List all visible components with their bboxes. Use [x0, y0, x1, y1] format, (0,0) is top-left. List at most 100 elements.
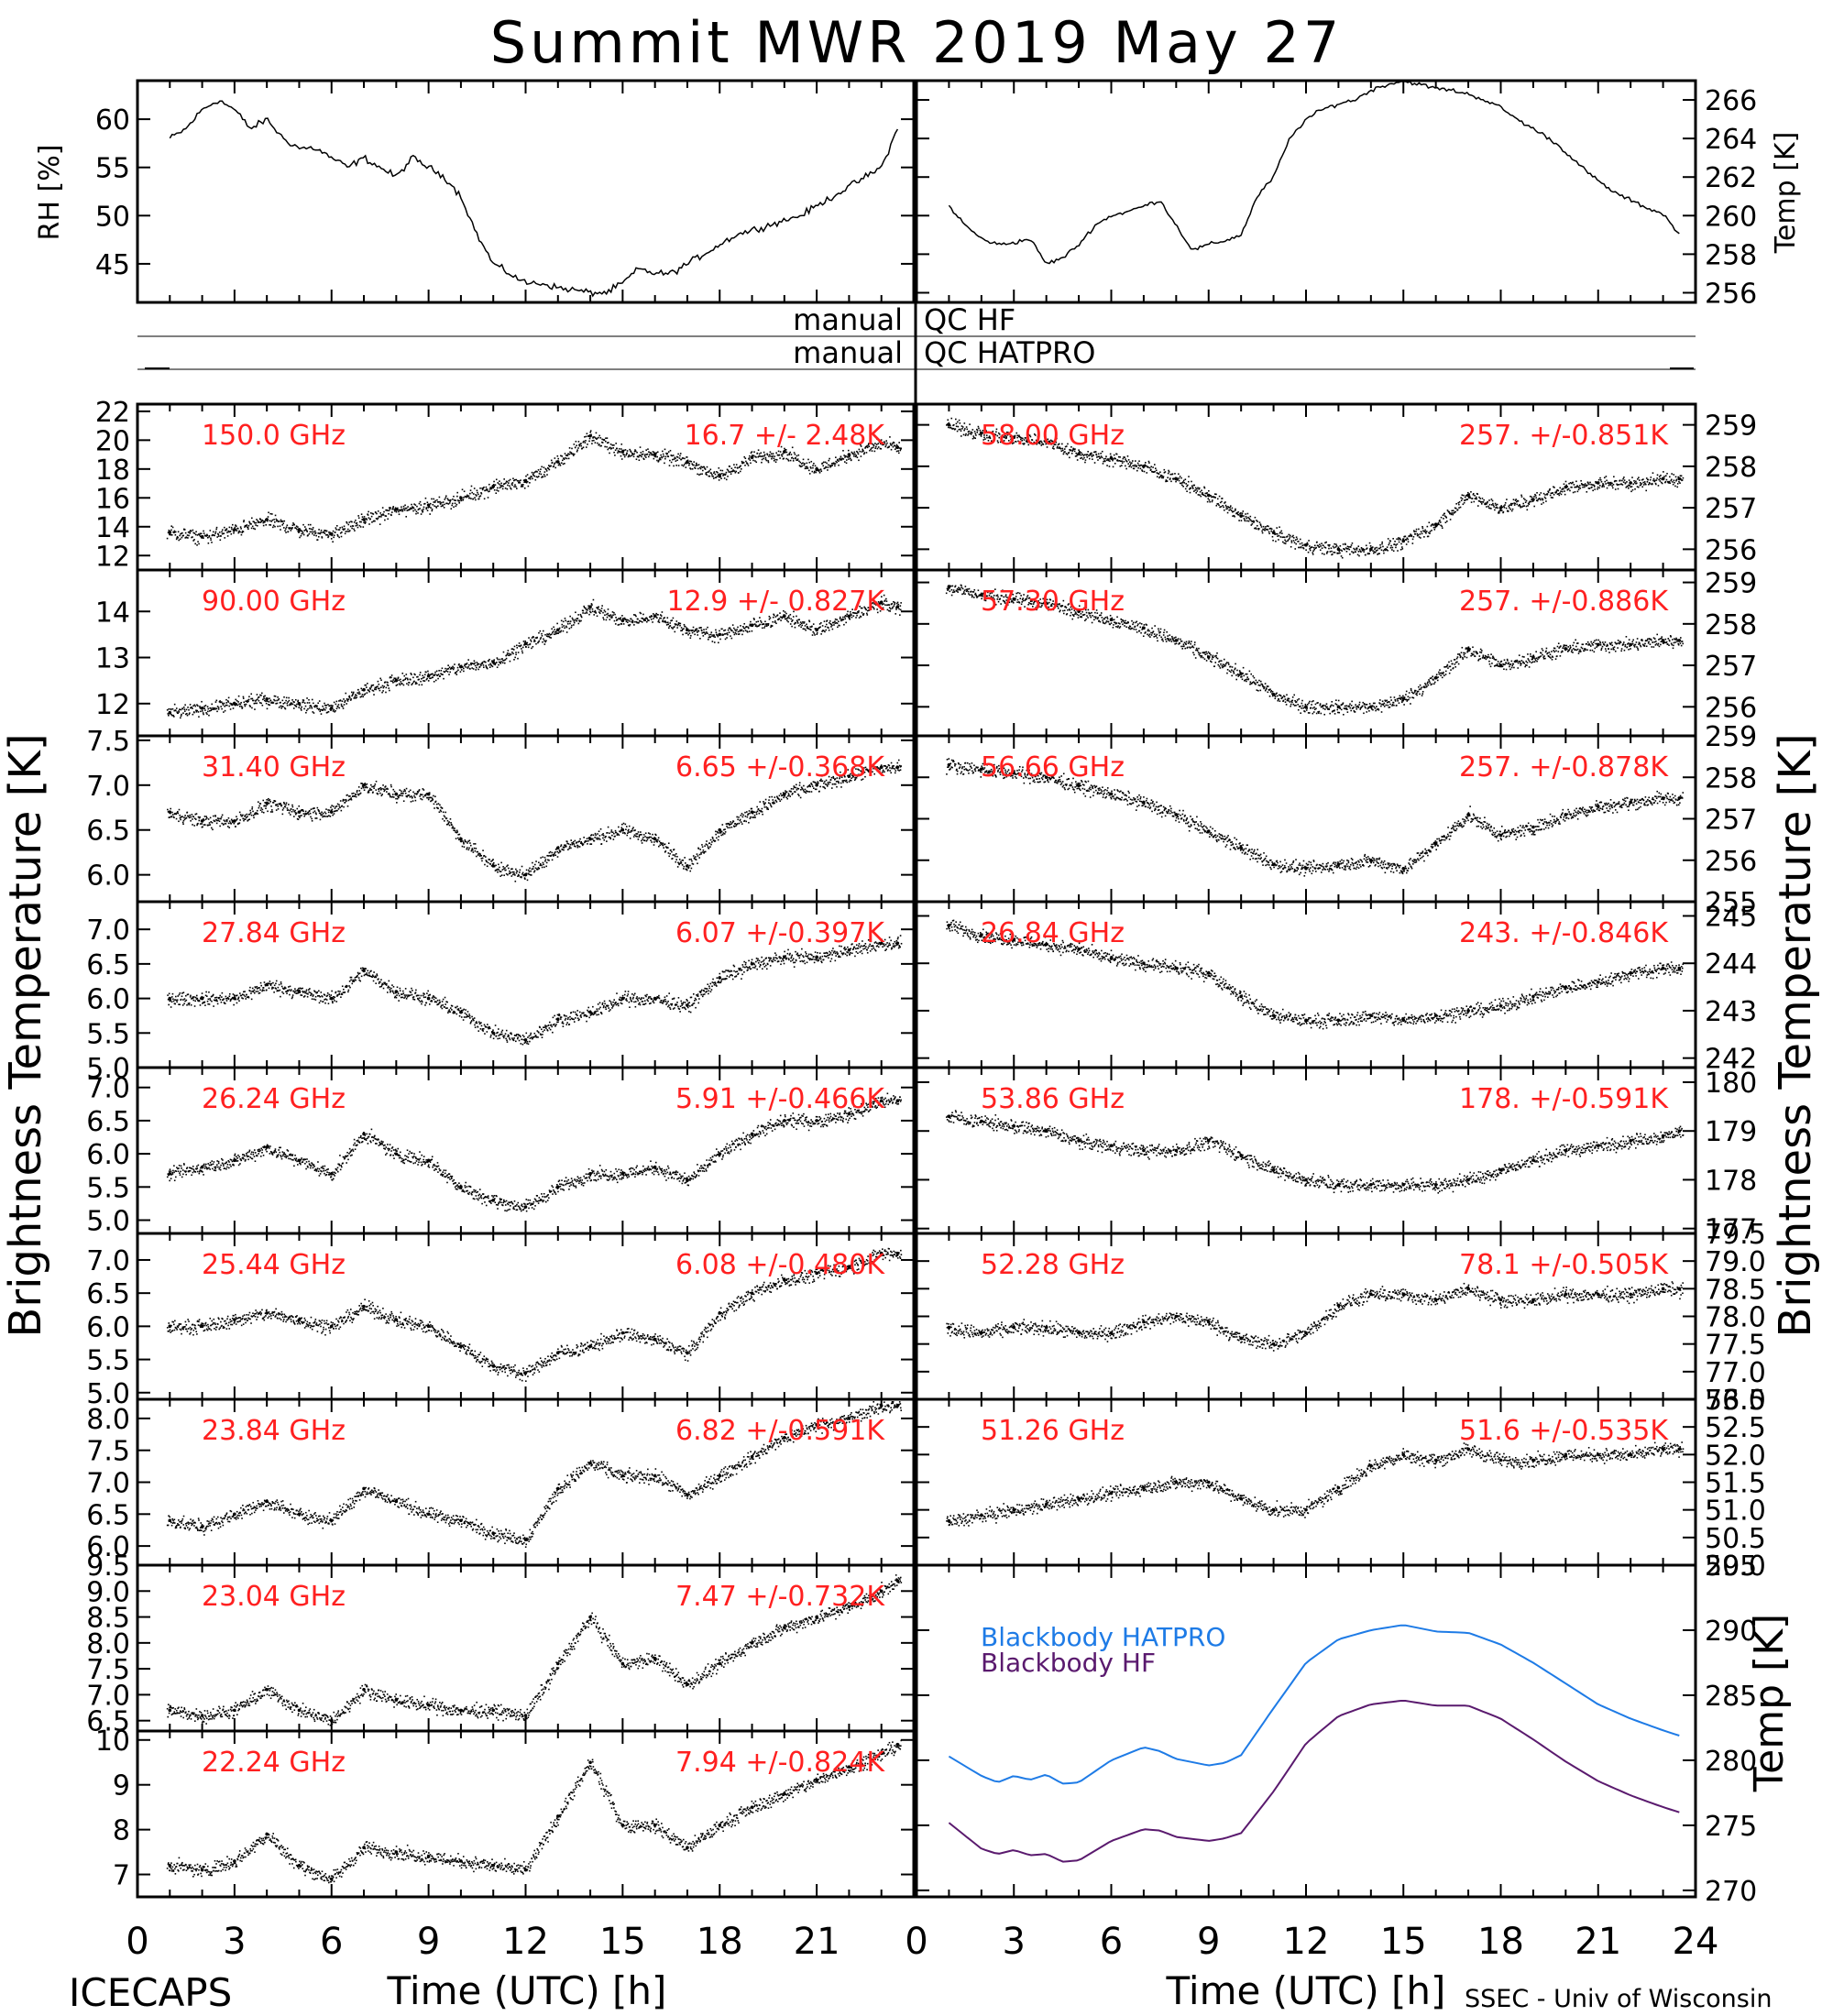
ch5228-value-point — [1271, 1342, 1276, 1346]
ch2544-value-point — [459, 1344, 463, 1348]
ch2624-value-point — [394, 1152, 399, 1156]
ch2624-points — [166, 1092, 902, 1212]
ch5730-value-point — [1498, 663, 1503, 667]
ch90-value-point — [329, 707, 334, 710]
ch2684-value-point — [1677, 966, 1682, 970]
ch2784-value-point — [329, 996, 334, 1001]
ch2784-value-point — [686, 1003, 689, 1007]
ch2784-value-point — [750, 962, 754, 966]
ch2544-value-point — [523, 1371, 528, 1375]
ch2384-stat-label: 6.82 +/-0.591K — [675, 1415, 885, 1447]
ch5228-value-point — [1239, 1336, 1243, 1341]
ch2304-ytick-label: 7.5 — [86, 1654, 130, 1686]
ch2784-value-point — [847, 948, 851, 952]
ch5228-value-point — [1304, 1331, 1308, 1335]
ch2304-value-point — [879, 1589, 884, 1594]
ch2784-ytick-label: 7.0 — [86, 915, 130, 947]
blackbody-ytick-label: 295 — [1705, 1550, 1757, 1583]
ch2384-ytick-label: 7.0 — [86, 1468, 130, 1500]
ch2624-yticks — [137, 1086, 914, 1222]
ch2684-value-point — [1661, 966, 1665, 970]
ch5386-value-point — [1142, 1148, 1146, 1153]
ch2384-value-point — [297, 1512, 302, 1517]
blackbody-ytick-label: 270 — [1705, 1876, 1757, 1908]
ch2224-value-point — [491, 1863, 496, 1868]
qc-hatpro-label-left: manual — [793, 335, 903, 370]
ch2224-value-point — [297, 1863, 302, 1868]
rh-panel-xticks — [137, 81, 915, 302]
ch2624-value-point — [815, 1119, 818, 1123]
ch2544-value-point — [588, 1344, 592, 1348]
ch2784-value-point — [297, 990, 302, 993]
ch5386-value-point — [1271, 1167, 1276, 1172]
rh-axis-label: RH [%] — [34, 145, 66, 241]
ch5666-ytick-label: 257 — [1705, 805, 1757, 837]
left-xtick-label: 6 — [320, 1921, 343, 1963]
ch2304-value-point — [297, 1708, 302, 1713]
ch2544-value-point — [394, 1318, 399, 1321]
ch2224-value-point — [200, 1868, 204, 1872]
ch2684-value-point — [1596, 981, 1600, 984]
ch150-ytick-label: 18 — [95, 455, 130, 487]
ch5228-ytick-label: 76.5 — [1705, 1385, 1766, 1417]
ch5228-value-point — [1498, 1298, 1503, 1302]
ch5666-value-point — [1044, 775, 1048, 780]
ch90-value-point — [783, 614, 786, 619]
ch5666-value-point — [1271, 862, 1276, 867]
ch90-freq-label: 90.00 GHz — [202, 586, 346, 618]
ch2784-value-point — [265, 982, 269, 987]
ch58-stat-label: 257. +/-0.851K — [1459, 420, 1669, 452]
ch2544-panel-xticks — [137, 1233, 915, 1399]
blackbody-hf-line — [948, 1700, 1680, 1863]
ch2304-value-point — [895, 1579, 900, 1583]
ch5228-value-point — [1466, 1287, 1470, 1291]
ch3140-value-point — [297, 810, 302, 814]
ch2684-yticks — [916, 915, 1696, 1059]
blackbody-ytick-label: 285 — [1705, 1681, 1757, 1713]
ch2544-value-point — [847, 1265, 851, 1268]
ch150-value-point — [750, 455, 754, 460]
ch2684-value-point — [1109, 957, 1114, 960]
ch2384-value-point — [426, 1512, 431, 1517]
ch5666-value-point — [1677, 796, 1682, 800]
ch90-value-point — [491, 660, 496, 664]
left-xtick-label: 3 — [223, 1921, 246, 1963]
ch58-value-point — [1304, 543, 1308, 547]
temp-ytick-label: 264 — [1705, 124, 1757, 156]
ch150-value-point — [394, 508, 399, 511]
ch5666-value-point — [1239, 846, 1243, 849]
ch2544-value-point — [491, 1364, 496, 1368]
right-xtick-label: 18 — [1477, 1921, 1524, 1963]
ch5730-yticks — [916, 581, 1696, 708]
ch2384-freq-label: 23.84 GHz — [202, 1415, 346, 1447]
ch5228-ytick-label: 79.5 — [1705, 1219, 1766, 1251]
ch5666-ytick-label: 259 — [1705, 721, 1757, 753]
ch5228-points — [946, 1281, 1685, 1352]
ch3140-value-point — [459, 837, 463, 841]
ch90-value-point — [653, 614, 657, 619]
blackbody-panel-xticks — [916, 1565, 1696, 1897]
ch5386-value-point — [1174, 1148, 1179, 1153]
ch5666-value-point — [1498, 833, 1503, 838]
ch90-value-point — [265, 696, 269, 701]
ch2544-value-point — [233, 1318, 236, 1321]
ch3140-value-point — [362, 783, 366, 787]
ch5386-value-point — [1401, 1182, 1406, 1187]
ch2684-stat-label: 243. +/-0.846K — [1459, 917, 1669, 949]
ch5228-value-point — [1564, 1292, 1568, 1297]
ch5386-value-point — [1109, 1144, 1114, 1147]
ch5126-ytick-label: 51.5 — [1705, 1468, 1766, 1500]
ch2304-ytick-label: 8.0 — [86, 1628, 130, 1660]
ch2684-value-point — [1433, 1013, 1438, 1017]
ch2304-value-point — [588, 1615, 592, 1619]
ch58-value-point — [1401, 539, 1406, 543]
ch3140-points — [167, 759, 903, 882]
ch2684-value-point — [947, 924, 951, 927]
ch5228-ytick-label: 78.5 — [1705, 1274, 1766, 1306]
ch3140-value-point — [265, 801, 269, 805]
ch150-value-point — [783, 450, 786, 454]
ch5666-value-point — [1109, 792, 1114, 796]
ch2624-value-point — [895, 1099, 900, 1102]
ch5126-stat-label: 51.6 +/-0.535K — [1459, 1415, 1669, 1447]
ch5228-ytick-label: 77.5 — [1705, 1330, 1766, 1362]
